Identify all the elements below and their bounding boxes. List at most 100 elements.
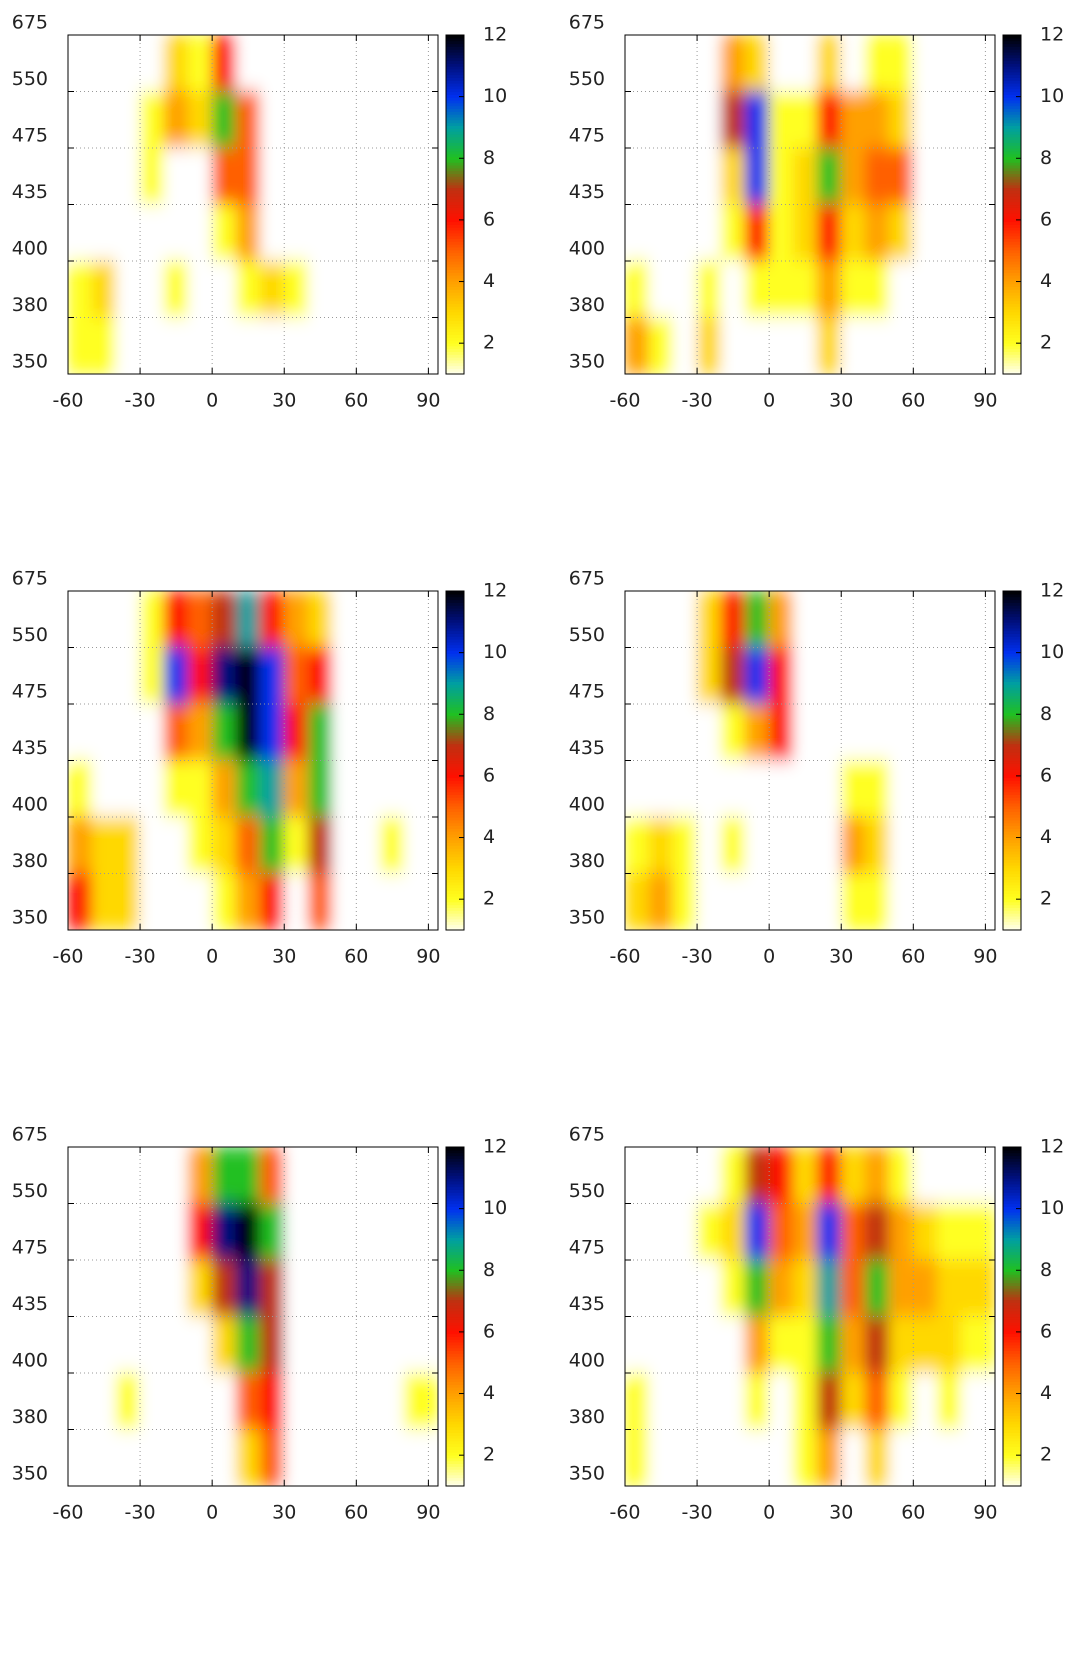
y-tick-label: 380 [12,850,48,872]
x-tick-label: 60 [901,1502,925,1524]
colorbar-step [1003,777,1021,781]
heat-cell [259,35,285,92]
colorbar-step [446,54,464,59]
colorbar-step [446,229,464,234]
heat-cell [331,317,357,374]
heat-cell [283,703,309,761]
colorbar-step [446,1209,464,1213]
colorbar-step [446,263,464,268]
heat-cell [696,1203,722,1261]
heat-cell [331,816,357,874]
heat-cell [648,260,674,318]
colorbar-step [446,136,464,141]
heat-cell [331,873,357,930]
colorbar-step [1003,145,1021,149]
colorbar-step [1003,43,1021,47]
colorbar-label: 10 [483,85,507,107]
colorbar-step [446,1381,464,1385]
heat-cell [163,647,189,705]
colorbar-step [446,853,464,858]
colorbar-step [1003,794,1021,798]
colorbar-step [446,622,464,626]
colorbar-step [1003,340,1021,344]
colorbar-step [446,1180,464,1185]
colorbar-step [1003,1406,1021,1411]
colorbar-label: 6 [1040,208,1052,230]
heat-cell [379,1203,405,1261]
colorbar-step [1003,822,1021,827]
heat-cell [648,873,674,930]
colorbar-step [1003,238,1021,242]
colorbar-step [446,833,464,838]
colorbar-step [1003,915,1021,920]
heat-cell [864,591,890,648]
heat-cell [403,1429,438,1486]
heat-cell [744,260,770,318]
colorbar-step [1003,133,1021,138]
colorbar-step [1003,1341,1021,1346]
heat-cell [235,260,261,318]
y-tick-label: 435 [12,737,48,759]
colorbar-step [1003,207,1021,211]
heat-cell [115,760,141,818]
x-tick-label: 0 [206,1502,218,1524]
colorbar-step [446,300,464,304]
colorbar-step [1003,1421,1021,1425]
heat-cell [936,260,962,318]
heat-cell [792,91,818,149]
colorbar-step [1003,596,1021,601]
colorbar-step [446,43,464,47]
heat-cell [696,1429,722,1486]
colorbar-step [446,68,464,73]
colorbar-step [1003,720,1021,725]
plot-border [67,34,439,375]
heat-cell [768,1203,794,1261]
colorbar-step [1003,51,1021,56]
colorbar-step [1003,701,1021,705]
heat-cell [648,91,674,149]
heat-cell [379,1316,405,1374]
colorbar-step [1003,893,1021,897]
colorbar-step [1003,266,1021,271]
colorbar-step [1003,774,1021,779]
colorbar-step [446,362,464,367]
colorbar-step [446,785,464,790]
colorbar-step [446,1364,464,1368]
colorbar-step [1003,1231,1021,1236]
colorbar-step [1003,1330,1021,1335]
colorbar-step [446,345,464,350]
colorbar-step [1003,1474,1021,1479]
colorbar-step [446,915,464,920]
heat-cell [625,91,650,149]
heat-cell [307,91,333,149]
heat-cell [912,760,938,818]
colorbar-step [446,221,464,225]
colorbar-step [446,1158,464,1162]
colorbar-step [446,1432,464,1436]
heat-cell [331,760,357,818]
colorbar-step [446,1443,464,1448]
heat-cell [91,35,117,92]
colorbar-step [1003,311,1021,316]
colorbar-step [1003,706,1021,711]
colorbar-step [1003,283,1021,288]
colorbar-step [446,227,464,231]
colorbar-step [446,94,464,98]
colorbar-step [446,105,464,110]
colorbar-step [1003,303,1021,307]
colorbar-step [446,1166,464,1171]
colorbar-step [1003,667,1021,671]
colorbar-step [1003,368,1021,372]
heat-cell [625,703,650,761]
colorbar-step [1003,1268,1021,1272]
y-tick-label: 400 [12,794,48,816]
y-tick-label: 675 [569,12,605,34]
heat-cell [648,816,674,874]
colorbar-step [446,122,464,126]
colorbar-step [446,159,464,163]
colorbar-label: 12 [1040,24,1064,46]
heat-cell [379,317,405,374]
y-tick-label: 675 [569,568,605,590]
colorbar-label: 8 [483,703,495,725]
heat-cell [840,1259,866,1317]
